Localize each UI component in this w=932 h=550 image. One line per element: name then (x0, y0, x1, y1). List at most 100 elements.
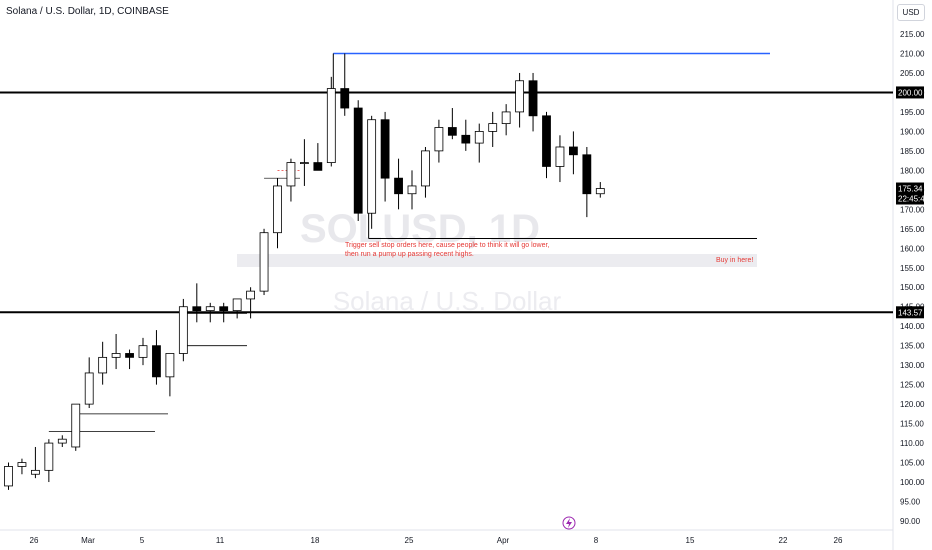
last-price-tag-bg (896, 182, 924, 205)
candle-body (205, 306, 215, 312)
y-tick-label: 185.00 (900, 147, 925, 156)
x-tick-label: 22 (779, 536, 788, 545)
candle (273, 178, 282, 249)
candle-body (84, 372, 94, 405)
candle-body (273, 185, 282, 234)
price-tag-143-bg (896, 306, 924, 319)
candle (232, 298, 242, 319)
candle (407, 170, 417, 210)
candle (474, 123, 484, 163)
candle (30, 446, 40, 479)
price-tag-200-bg (896, 86, 924, 99)
candle-body (555, 146, 565, 167)
candle (367, 115, 377, 229)
candle (299, 139, 309, 186)
candle-body (71, 403, 81, 448)
candle-body (367, 119, 377, 214)
buy-label: Buy in here! (716, 257, 753, 264)
candle-body (165, 353, 175, 378)
candle (286, 158, 296, 202)
candle (595, 182, 605, 198)
y-tick-label: 135.00 (900, 342, 925, 351)
currency-button[interactable]: USD (897, 4, 925, 21)
candles (4, 53, 605, 490)
buy-zone (237, 254, 757, 267)
candle-body (326, 88, 336, 163)
candle (259, 228, 269, 296)
candle-body (138, 345, 148, 358)
x-tick-label: 8 (594, 536, 599, 545)
watermark-name: Solana / U.S. Dollar (333, 286, 562, 316)
candle (434, 119, 444, 163)
x-tick-label: 25 (405, 536, 414, 545)
watermark: SOLUSD, 1D Solana / U.S. Dollar (300, 207, 562, 316)
candle-body (232, 298, 242, 312)
candle-body (259, 232, 269, 292)
candle (447, 108, 457, 140)
candle-body (461, 134, 471, 144)
candle-body (569, 146, 578, 156)
y-tick-label: 95.00 (900, 498, 921, 507)
watermark-symbol: SOLUSD, 1D (300, 207, 540, 251)
candle-body (380, 119, 390, 179)
y-tick-label: 190.00 (900, 127, 925, 136)
lightning-icon[interactable] (562, 516, 576, 530)
candle-body (152, 345, 161, 378)
annotations: Trigger sell stop orders here, cause peo… (345, 242, 753, 264)
x-tick-label: 11 (216, 536, 225, 545)
candle (555, 135, 565, 183)
candle-body (434, 127, 444, 152)
candle (205, 302, 215, 323)
candle (542, 111, 551, 179)
x-tick-label: 15 (686, 536, 695, 545)
candle (461, 119, 471, 151)
candle (313, 143, 323, 171)
candle-body (44, 442, 54, 471)
candle-body (394, 177, 403, 195)
candle (421, 146, 430, 198)
price-tag-143-text: 143.57 (898, 308, 923, 317)
candle (138, 337, 148, 366)
candle (501, 104, 511, 136)
candle (326, 76, 336, 167)
last-price-tag-countdown: 22:45:42 (898, 195, 930, 204)
y-tick-label: 115.00 (900, 420, 924, 429)
candle-body (528, 80, 538, 117)
y-tick-label: 165.00 (900, 225, 925, 234)
time-axis[interactable]: 26 Mar 5 11 18 25 Apr 8 15 22 26 (30, 536, 843, 545)
x-tick-label: 18 (311, 536, 320, 545)
y-tick-label: 205.00 (900, 69, 925, 78)
candle (111, 333, 121, 370)
y-tick-label: 215.00 (900, 30, 925, 39)
y-tick-label: 160.00 (900, 244, 925, 253)
chart-title: Solana / U.S. Dollar, 1D, COINBASE (6, 6, 169, 17)
x-tick-label: 5 (140, 536, 145, 545)
y-tick-label: 120.00 (900, 400, 925, 409)
candle (57, 435, 67, 447)
candle (17, 458, 27, 475)
candle-body (98, 356, 108, 374)
candle (71, 403, 81, 451)
candle (488, 111, 498, 147)
candle (515, 72, 524, 128)
candle-body (421, 150, 430, 187)
candle-body (595, 188, 605, 195)
drawings-layer (0, 52, 893, 432)
x-tick-label: 26 (30, 536, 39, 545)
candle-body (353, 107, 363, 214)
price-axis[interactable]: 90.00 95.00 100.00 105.00 110.00 115.00 120.00… (900, 30, 925, 526)
y-tick-label: 140.00 (900, 322, 925, 331)
candle (152, 330, 161, 385)
x-tick-label: Mar (81, 536, 95, 545)
y-tick-label: 180.00 (900, 166, 925, 175)
y-tick-label: 195.00 (900, 108, 925, 117)
price-tag-200-text: 200.00 (898, 88, 923, 97)
y-tick-label: 110.00 (900, 439, 924, 448)
x-tick-label: Apr (497, 536, 510, 545)
last-price-tag-text: 175.34 (898, 185, 923, 194)
candle-body (125, 353, 134, 358)
candle (219, 302, 229, 323)
